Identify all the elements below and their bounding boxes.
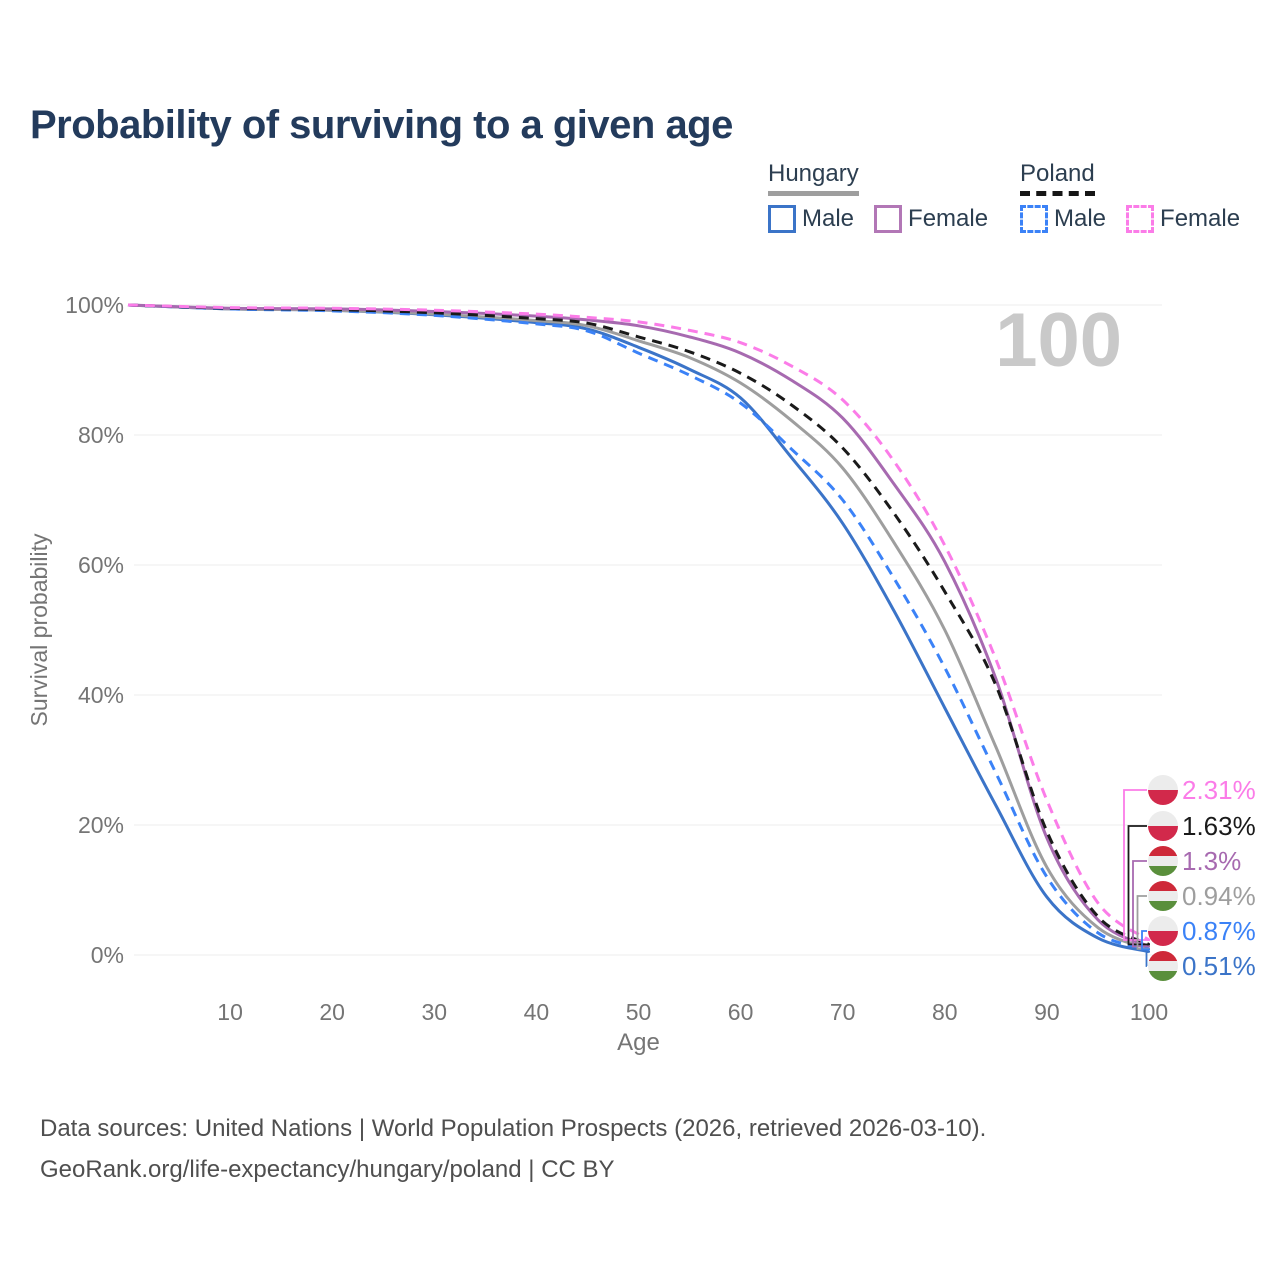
x-tick-label: 60: [728, 999, 754, 1025]
end-value-label: 0.94%: [1182, 881, 1256, 911]
x-tick-label: 20: [319, 999, 345, 1025]
legend-item-poland-female[interactable]: Female: [1126, 205, 1240, 233]
curve-poland-both[interactable]: [127, 303, 1150, 946]
curve-hungary-both[interactable]: [127, 303, 1150, 951]
end-label-hungary-both: 0.94%: [1148, 881, 1256, 911]
leader-line-poland-male: [1141, 930, 1150, 951]
x-tick-label: 50: [626, 999, 652, 1025]
curve-poland-male[interactable]: [127, 303, 1150, 951]
data-source-line2: GeoRank.org/life-expectancy/hungary/pola…: [40, 1156, 615, 1183]
y-tick-label: 100%: [65, 292, 124, 318]
age-indicator-watermark: 100: [995, 298, 1122, 383]
y-axis-title: Survival probability: [26, 533, 52, 727]
flag-icon-poland: [1148, 811, 1178, 841]
flag-icon-hungary: [1148, 846, 1178, 876]
x-tick-label: 40: [524, 999, 550, 1025]
legend: Hungary Male Female Poland Male: [0, 160, 1280, 240]
y-tick-label: 40%: [78, 682, 124, 708]
flag-icon-hungary: [1148, 951, 1178, 981]
checkbox-poland-female[interactable]: [1126, 205, 1155, 233]
y-tick-label: 20%: [78, 812, 124, 838]
legend-item-poland-male[interactable]: Male: [1020, 205, 1106, 233]
flag-icon-poland: [1148, 916, 1178, 946]
x-tick-label: 80: [932, 999, 958, 1025]
x-tick-label: 100: [1130, 999, 1168, 1025]
legend-title-poland[interactable]: Poland: [1020, 160, 1095, 196]
flag-icon-hungary: [1148, 881, 1178, 911]
legend-label-poland-female: Female: [1160, 205, 1241, 232]
legend-title-hungary[interactable]: Hungary: [768, 160, 859, 196]
y-tick-label: 80%: [78, 422, 124, 448]
legend-item-hungary-female[interactable]: Female: [874, 205, 988, 233]
legend-label-poland-male: Male: [1054, 205, 1107, 232]
page-title: Probability of surviving to a given age: [30, 102, 733, 147]
checkbox-hungary-male[interactable]: [768, 205, 796, 233]
x-axis-title: Age: [617, 1029, 660, 1056]
x-tick-label: 70: [830, 999, 856, 1025]
legend-group-hungary: Hungary Male Female: [768, 160, 988, 233]
curve-hungary-male[interactable]: [127, 303, 1150, 954]
checkbox-poland-male[interactable]: [1020, 205, 1048, 233]
legend-item-hungary-male[interactable]: Male: [768, 205, 854, 233]
checkbox-hungary-female[interactable]: [874, 205, 903, 233]
x-tick-label: 30: [422, 999, 448, 1025]
legend-label-hungary-female: Female: [908, 205, 989, 232]
x-tick-label: 10: [217, 999, 243, 1025]
data-source-line1: Data sources: United Nations | World Pop…: [40, 1115, 987, 1142]
y-tick-label: 0%: [91, 942, 124, 968]
legend-group-poland: Poland Male Female: [1020, 160, 1240, 233]
end-value-label: 1.63%: [1182, 811, 1256, 841]
data-source-note: Data sources: United Nations | World Pop…: [40, 1108, 1240, 1190]
legend-items-hungary: Male Female: [768, 205, 988, 233]
end-label-hungary-male: 0.51%: [1148, 951, 1256, 981]
leader-line-hungary-male: [1145, 950, 1150, 967]
end-label-poland-male: 0.87%: [1148, 916, 1256, 946]
y-tick-label: 60%: [78, 552, 124, 578]
curve-hungary-female[interactable]: [127, 303, 1150, 948]
survival-chart: 0% 20% 40% 60% 80% 100% 10 20 30 40 50 60 70 80 90 100 A…: [26, 292, 1256, 1056]
legend-items-poland: Male Female: [1020, 205, 1240, 233]
end-label-poland-female: 2.31%: [1148, 775, 1256, 805]
end-value-label: 0.87%: [1182, 916, 1256, 946]
end-value-label: 2.31%: [1182, 775, 1256, 805]
end-value-label: 1.3%: [1182, 846, 1241, 876]
x-tick-label: 90: [1034, 999, 1060, 1025]
legend-label-hungary-male: Male: [802, 205, 855, 232]
leader-line-poland-both: [1127, 825, 1150, 946]
flag-icon-poland: [1148, 775, 1178, 805]
end-label-poland-both: 1.63%: [1148, 811, 1256, 841]
end-label-hungary-female: 1.3%: [1148, 846, 1241, 876]
end-value-label: 0.51%: [1182, 951, 1256, 981]
curve-poland-female[interactable]: [127, 303, 1150, 942]
